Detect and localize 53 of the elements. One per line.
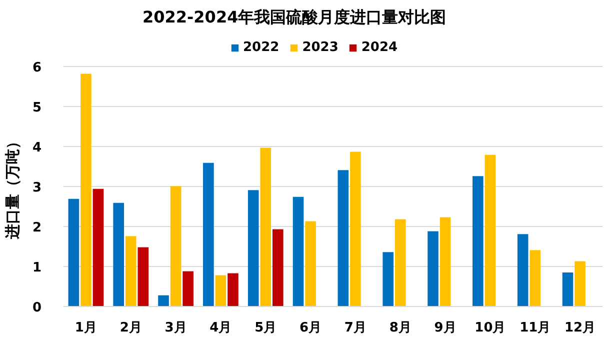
y-tick-label: 4 <box>32 140 42 156</box>
bar <box>260 148 272 306</box>
x-tick-label: 6月 <box>300 320 322 336</box>
bar <box>472 176 484 306</box>
bar <box>215 275 226 306</box>
bar <box>248 190 259 306</box>
bar <box>428 231 438 306</box>
y-axis-title: 进口量（万吨） <box>3 134 22 240</box>
x-tick-label: 5月 <box>254 320 277 336</box>
x-tick-label: 8月 <box>389 320 412 336</box>
bar <box>394 219 406 306</box>
x-tick-label: 12月 <box>564 320 596 336</box>
bar <box>68 198 80 306</box>
bar <box>182 271 194 306</box>
bar <box>80 74 92 306</box>
y-tick-label: 0 <box>32 300 42 316</box>
y-tick-label: 5 <box>32 100 42 116</box>
bar <box>484 154 496 306</box>
chart-title: 2022-2024年我国硫酸月度进口量对比图 <box>142 8 446 26</box>
bar <box>338 170 349 306</box>
x-tick-label: 7月 <box>344 320 366 336</box>
bar <box>292 196 304 306</box>
bar <box>530 250 541 306</box>
bar <box>125 236 136 306</box>
y-tick-label: 6 <box>32 60 42 76</box>
legend-label: 2024 <box>361 40 398 55</box>
y-tick-label: 3 <box>32 180 42 196</box>
legend-label: 2022 <box>243 40 280 55</box>
bar <box>113 202 124 306</box>
bar <box>228 273 238 306</box>
bar <box>158 295 169 306</box>
bar <box>440 217 451 306</box>
bar <box>272 229 284 306</box>
bar <box>574 261 586 306</box>
bar <box>305 221 316 306</box>
x-tick-label: 2月 <box>120 320 142 336</box>
bar <box>517 234 528 306</box>
x-tick-label: 1月 <box>74 320 97 336</box>
x-tick-label: 9月 <box>434 320 456 336</box>
x-tick-label: 10月 <box>474 320 506 336</box>
y-tick-label: 1 <box>32 260 42 276</box>
x-tick-label: 11月 <box>520 320 551 336</box>
bar <box>92 188 104 306</box>
x-tick-label: 3月 <box>164 320 187 336</box>
legend-label: 2023 <box>302 40 338 55</box>
x-tick-label: 4月 <box>210 320 232 336</box>
bar <box>562 272 574 306</box>
bar <box>350 152 361 306</box>
bar <box>170 186 182 306</box>
bar <box>203 162 214 306</box>
bar <box>382 252 394 306</box>
bar <box>138 247 149 306</box>
y-tick-label: 2 <box>32 220 42 236</box>
